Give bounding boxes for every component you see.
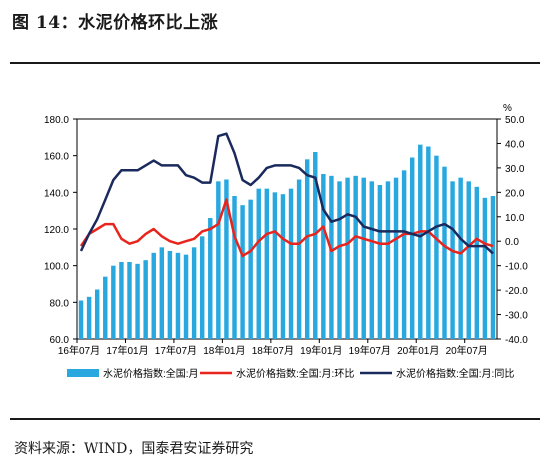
x-axis-tick-label: 17年01月 — [106, 344, 148, 357]
source-note: 资料来源：WIND，国泰君安证券研究 — [14, 441, 254, 457]
bar — [474, 186, 480, 339]
bar — [248, 199, 253, 339]
bar — [86, 296, 92, 339]
bar — [272, 192, 278, 339]
x-axis-tick-label: 18年07月 — [252, 344, 294, 357]
bar — [119, 262, 124, 339]
bar — [240, 205, 245, 339]
left-axis-tick-label: 180.0 — [44, 115, 69, 126]
bar — [159, 247, 165, 339]
x-axis-tick-label: 16年07月 — [58, 344, 100, 357]
bar — [296, 179, 302, 339]
left-axis-tick-label: 60.0 — [50, 335, 70, 346]
bar — [409, 157, 415, 339]
bar — [458, 177, 463, 339]
bar — [377, 185, 383, 339]
bar — [401, 170, 407, 339]
bar — [450, 181, 455, 339]
x-axis-tick-label: 18年01月 — [203, 344, 245, 357]
bar — [232, 196, 237, 339]
top-rule — [10, 62, 540, 64]
bar — [143, 260, 148, 339]
chart-title: 图 14：水泥价格环比上涨 — [12, 13, 219, 33]
left-axis-tick-label: 140.0 — [44, 188, 69, 199]
chart: 60.0 80.0 100.0 120.0 140.0 160.0 180.0 -40.0 -3… — [44, 103, 528, 380]
bar — [426, 146, 431, 339]
left-axis-tick-label: 120.0 — [44, 225, 69, 236]
bar — [442, 166, 447, 339]
x-axis-tick-label: 19年07月 — [349, 344, 391, 357]
yoy-series-line — [79, 132, 494, 255]
bar — [345, 177, 350, 339]
x-axis-tick-label: 20年07月 — [446, 344, 488, 357]
bar — [361, 177, 366, 339]
bar — [369, 181, 375, 339]
bar — [78, 300, 84, 339]
right-axis-tick-label: 40.0 — [505, 139, 525, 150]
bar — [337, 181, 342, 339]
bar — [111, 265, 116, 339]
x-axis-tick-label: 20年01月 — [397, 344, 439, 357]
bar — [304, 159, 310, 339]
legend-bar-label: 水泥价格指数:全国:月 — [103, 367, 199, 380]
bar — [385, 181, 391, 339]
bar — [167, 251, 173, 339]
bar — [313, 152, 318, 339]
right-axis-tick-label: 20.0 — [505, 188, 525, 199]
right-axis-tick-label: -20.0 — [505, 286, 528, 297]
bar — [466, 181, 471, 339]
right-axis-tick-label: -40.0 — [505, 335, 528, 346]
bar — [329, 175, 334, 339]
bar — [224, 179, 229, 339]
bar — [321, 174, 326, 339]
bar — [127, 262, 132, 339]
right-axis-tick-label: -30.0 — [505, 311, 528, 322]
x-axis-tick-label: 17年07月 — [155, 344, 197, 357]
bar — [280, 194, 286, 339]
left-axis-tick-label: 160.0 — [44, 152, 69, 163]
bar — [216, 181, 221, 339]
bar — [353, 175, 358, 339]
plot-area: 60.0 80.0 100.0 120.0 140.0 160.0 180.0 -40.0 -3… — [44, 103, 528, 380]
mom-series-line — [79, 198, 494, 258]
bar — [135, 263, 140, 339]
bar — [191, 247, 197, 339]
bar — [199, 236, 205, 339]
bar — [288, 188, 294, 339]
bar — [434, 155, 439, 339]
right-axis-unit: % — [503, 103, 512, 114]
bar — [490, 196, 496, 339]
bar — [151, 252, 156, 339]
legend-bar-swatch — [67, 369, 99, 377]
bar — [94, 289, 100, 339]
bar — [482, 197, 488, 339]
bar — [393, 177, 399, 339]
bar — [264, 188, 270, 339]
bar — [208, 218, 213, 339]
left-axis-tick-label: 100.0 — [44, 262, 69, 273]
bottom-rule — [10, 418, 540, 420]
bar — [103, 276, 108, 339]
bar — [183, 254, 189, 339]
bar — [175, 252, 181, 339]
right-axis-tick-label: 30.0 — [505, 164, 525, 175]
legend-yoy-label: 水泥价格指数:全国:月:同比 — [396, 367, 514, 380]
legend-mom-label: 水泥价格指数:全国:月:环比 — [236, 367, 354, 380]
right-axis-tick-label: 0.0 — [505, 237, 519, 248]
x-axis-tick-label: 19年01月 — [300, 344, 342, 357]
bar — [256, 188, 261, 339]
bar — [418, 144, 423, 339]
left-axis-tick-label: 80.0 — [50, 298, 70, 309]
right-axis-tick-label: 50.0 — [505, 115, 525, 126]
right-axis-tick-label: 10.0 — [505, 213, 525, 224]
right-axis-tick-label: -10.0 — [505, 262, 528, 273]
